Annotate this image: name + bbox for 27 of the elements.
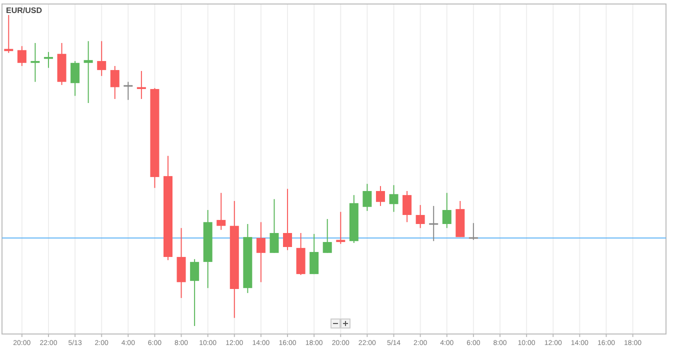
candlestick — [389, 184, 398, 212]
candlestick — [270, 198, 279, 254]
candlestick — [428, 205, 439, 242]
chart-title: EUR/USD — [6, 6, 42, 15]
candlestick — [136, 70, 146, 100]
candlestick — [322, 218, 332, 254]
candlestick — [362, 183, 372, 212]
candlestick — [30, 42, 40, 82]
candlestick — [376, 186, 385, 206]
candlestick — [402, 190, 412, 223]
candlestick — [44, 52, 53, 68]
candlestick — [84, 40, 93, 104]
candlestick — [216, 192, 226, 230]
candlestick — [468, 222, 479, 240]
candlestick — [122, 81, 134, 100]
candlestick — [442, 192, 452, 229]
candlestick — [256, 222, 266, 283]
candlestick — [70, 60, 80, 96]
candlestick — [336, 211, 346, 244]
candlestick — [4, 14, 14, 54]
candlestick — [190, 258, 200, 326]
candlestick — [97, 40, 106, 76]
candlestick — [310, 233, 319, 275]
candlestick — [416, 204, 425, 229]
candlestick — [283, 188, 292, 251]
candlestick — [17, 46, 26, 67]
candlestick — [110, 66, 120, 100]
